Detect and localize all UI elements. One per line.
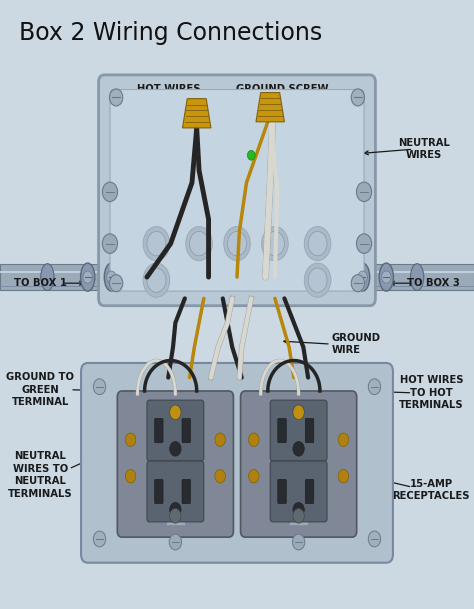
Circle shape (265, 231, 284, 256)
FancyBboxPatch shape (182, 479, 191, 504)
Circle shape (248, 433, 259, 446)
FancyBboxPatch shape (305, 418, 314, 443)
Circle shape (143, 263, 170, 297)
Text: 15-AMP
RECEPTACLES: 15-AMP RECEPTACLES (392, 479, 470, 501)
Circle shape (125, 470, 136, 483)
FancyBboxPatch shape (110, 90, 364, 291)
Circle shape (293, 442, 304, 456)
Circle shape (147, 231, 166, 256)
FancyBboxPatch shape (117, 391, 233, 537)
Circle shape (308, 268, 327, 292)
Bar (358, 264, 474, 290)
Circle shape (351, 89, 365, 106)
Circle shape (186, 227, 212, 261)
Polygon shape (256, 93, 284, 122)
FancyBboxPatch shape (278, 418, 286, 443)
Circle shape (304, 227, 331, 261)
FancyBboxPatch shape (147, 400, 204, 461)
FancyBboxPatch shape (270, 400, 327, 461)
Circle shape (170, 502, 181, 517)
Circle shape (224, 227, 250, 261)
Circle shape (83, 271, 92, 283)
Circle shape (262, 227, 288, 261)
Circle shape (170, 405, 181, 420)
FancyBboxPatch shape (155, 418, 163, 443)
Circle shape (308, 231, 327, 256)
Ellipse shape (410, 264, 424, 290)
Circle shape (102, 182, 118, 202)
Circle shape (190, 231, 209, 256)
Ellipse shape (81, 263, 95, 291)
FancyBboxPatch shape (147, 461, 204, 522)
Ellipse shape (104, 263, 118, 291)
FancyBboxPatch shape (81, 363, 393, 563)
Circle shape (170, 442, 181, 456)
Ellipse shape (379, 263, 393, 291)
Text: NEUTRAL
WIRES TO
NEUTRAL
TERMINALS: NEUTRAL WIRES TO NEUTRAL TERMINALS (8, 451, 73, 499)
Circle shape (109, 275, 123, 292)
Circle shape (248, 470, 259, 483)
Polygon shape (182, 99, 211, 128)
Circle shape (368, 531, 381, 547)
Text: GROUND SCREW: GROUND SCREW (236, 85, 328, 94)
Bar (166, 403, 185, 525)
Text: TO BOX 1: TO BOX 1 (14, 278, 67, 288)
Circle shape (351, 275, 365, 292)
FancyBboxPatch shape (99, 75, 375, 306)
Circle shape (356, 182, 372, 202)
Circle shape (368, 379, 381, 395)
Circle shape (304, 263, 331, 297)
FancyBboxPatch shape (305, 479, 314, 504)
Bar (289, 403, 308, 525)
Circle shape (358, 271, 367, 283)
Circle shape (293, 405, 304, 420)
Circle shape (215, 470, 225, 483)
Circle shape (102, 234, 118, 253)
Circle shape (143, 227, 170, 261)
Circle shape (247, 150, 255, 160)
FancyBboxPatch shape (240, 391, 356, 537)
Text: GROUND
WIRE: GROUND WIRE (332, 333, 381, 355)
Circle shape (228, 231, 246, 256)
Circle shape (338, 433, 348, 446)
Text: Box 2 Wiring Connections: Box 2 Wiring Connections (19, 21, 322, 45)
FancyBboxPatch shape (155, 479, 163, 504)
Circle shape (215, 433, 225, 446)
FancyBboxPatch shape (270, 461, 327, 522)
Circle shape (170, 509, 181, 523)
Circle shape (356, 234, 372, 253)
Circle shape (169, 534, 182, 550)
Circle shape (293, 502, 304, 517)
Circle shape (107, 271, 116, 283)
Text: NEUTRAL
WIRES: NEUTRAL WIRES (398, 138, 450, 160)
Text: TO BOX 3: TO BOX 3 (407, 278, 460, 288)
Circle shape (147, 268, 166, 292)
Circle shape (292, 534, 305, 550)
FancyBboxPatch shape (278, 479, 286, 504)
FancyBboxPatch shape (182, 418, 191, 443)
Text: GROUND TO
GREEN
TERMINAL: GROUND TO GREEN TERMINAL (6, 372, 74, 407)
Ellipse shape (41, 264, 54, 290)
Text: HOT WIRES: HOT WIRES (137, 85, 200, 94)
Circle shape (93, 531, 106, 547)
Ellipse shape (356, 263, 370, 291)
Text: HOT WIRES
TO HOT
TERMINALS: HOT WIRES TO HOT TERMINALS (399, 375, 464, 410)
Circle shape (382, 271, 391, 283)
Bar (0, 264, 116, 290)
Circle shape (338, 470, 348, 483)
Circle shape (109, 89, 123, 106)
Circle shape (93, 379, 106, 395)
Circle shape (125, 433, 136, 446)
Circle shape (293, 509, 304, 523)
